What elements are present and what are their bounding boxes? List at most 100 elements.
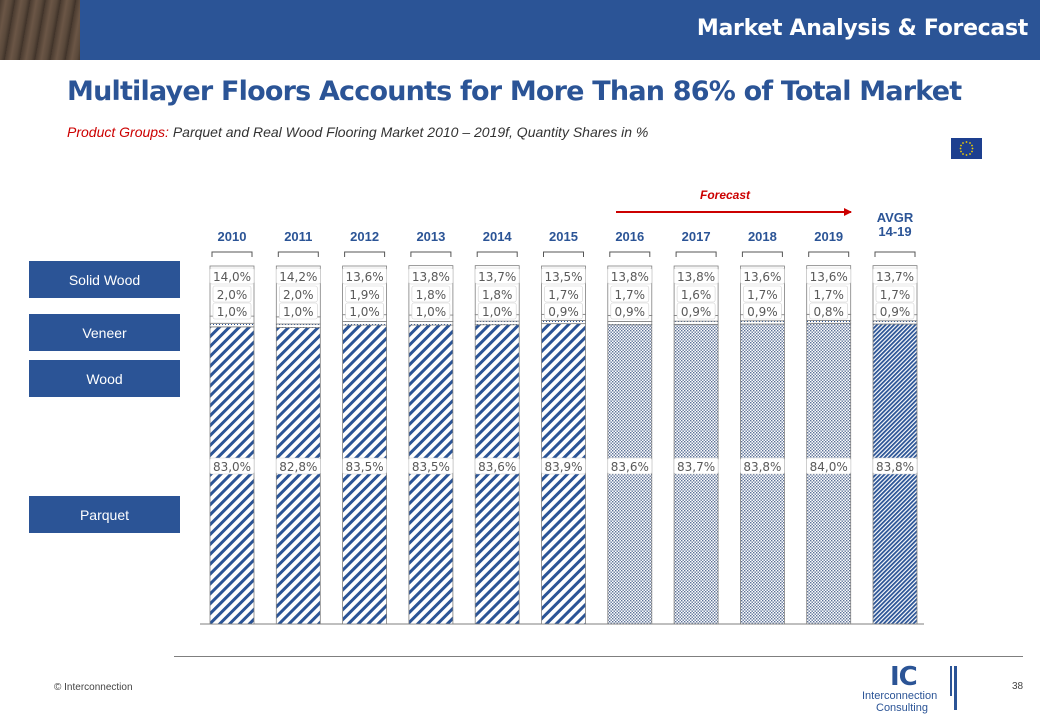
data-label-bg	[411, 285, 451, 303]
bar-segment-parquet	[408, 324, 454, 625]
data-label-wood: 0,9%	[880, 305, 911, 319]
data-label-bg	[275, 267, 321, 285]
data-label-wood: 0,9%	[747, 305, 778, 319]
data-label-bg	[474, 457, 520, 475]
data-label-parquet: 83,0%	[213, 460, 251, 474]
data-label-parquet: 83,5%	[412, 460, 450, 474]
data-label-solid-wood: 13,7%	[876, 270, 914, 284]
data-label-solid-wood: 13,6%	[810, 270, 848, 284]
bar-segment-parquet	[342, 324, 388, 625]
data-label-veneer: 1,8%	[416, 288, 447, 302]
bar-segment-parquet	[209, 326, 255, 625]
data-label-wood: 1,0%	[283, 305, 314, 319]
data-label-bg	[544, 302, 583, 320]
wood-texture-corner	[0, 0, 80, 60]
x-tick-label: 2012	[350, 229, 379, 244]
bar-segment-wood	[806, 320, 852, 324]
bar-bracket	[543, 251, 584, 257]
x-tick-label: 2011	[284, 229, 312, 244]
data-label-bg	[610, 302, 650, 320]
data-label-solid-wood: 14,2%	[279, 270, 317, 284]
data-label-veneer: 2,0%	[217, 288, 248, 302]
x-tick-label: 2010	[218, 229, 247, 244]
bar-segment-parquet	[275, 327, 321, 625]
data-label-bg	[607, 457, 653, 475]
data-label-parquet: 83,6%	[478, 460, 516, 474]
x-tick-label: 2016	[615, 229, 644, 244]
data-label-solid-wood: 13,7%	[478, 270, 516, 284]
page-number: 38	[1012, 681, 1024, 692]
data-label-solid-wood: 13,6%	[743, 270, 781, 284]
data-label-veneer: 1,7%	[615, 288, 646, 302]
bar-bracket	[675, 251, 717, 257]
bar-segment-wood	[607, 321, 653, 326]
bar-segment-wood	[740, 320, 785, 325]
page-title: Multilayer Floors Accounts for More Than…	[67, 76, 962, 107]
data-label-wood: 1,0%	[482, 305, 513, 319]
x-tick-label: 2019	[814, 229, 843, 244]
data-label-bg	[342, 267, 387, 285]
legend-wood: Wood	[29, 360, 180, 397]
bar-segment-wood	[541, 320, 586, 325]
data-label-bg	[806, 267, 852, 285]
footer-divider	[174, 656, 1023, 657]
data-label-bg	[278, 302, 318, 320]
data-label-veneer: 1,9%	[349, 288, 380, 302]
data-label-bg	[275, 457, 321, 475]
data-label-solid-wood: 14,0%	[213, 270, 251, 284]
bar-segment-wood	[275, 323, 321, 328]
header-bar: Market Analysis & Forecast	[80, 0, 1040, 60]
data-label-parquet: 84,0%	[810, 460, 848, 474]
bar-segment-wood	[673, 320, 719, 325]
bar-bracket	[476, 251, 518, 257]
x-tick-label: 2014	[483, 229, 513, 244]
logo-line-1: Interconnection	[862, 690, 938, 702]
data-label-bg	[875, 285, 915, 303]
data-label-bg	[209, 267, 255, 285]
data-label-bg	[212, 285, 252, 303]
data-label-wood: 0,9%	[615, 305, 646, 319]
data-label-bg	[411, 302, 451, 320]
data-label-bg	[809, 302, 849, 320]
data-label-bg	[342, 457, 387, 475]
data-label-bg	[740, 267, 785, 285]
data-label-veneer: 1,7%	[880, 288, 911, 302]
bar-segment-wood	[872, 320, 918, 325]
data-label-wood: 1,0%	[217, 305, 248, 319]
subtitle-lead: Product Groups:	[67, 124, 169, 140]
data-label-parquet: 83,7%	[677, 460, 715, 474]
logo-line-2: Consulting	[876, 702, 928, 714]
data-label-bg	[806, 457, 852, 475]
data-label-solid-wood: 13,8%	[611, 270, 649, 284]
data-label-bg	[278, 285, 318, 303]
data-label-bg	[209, 457, 255, 475]
data-label-bg	[607, 267, 653, 285]
data-label-bg	[676, 285, 716, 303]
data-label-bg	[875, 302, 915, 320]
data-label-bg	[345, 302, 384, 320]
x-tick-label: 2017	[682, 229, 711, 244]
data-label-bg	[408, 457, 454, 475]
data-label-bg	[212, 302, 252, 320]
bar-segment-parquet	[474, 324, 520, 625]
eu-flag-icon	[951, 138, 982, 159]
data-label-parquet: 83,9%	[544, 460, 582, 474]
x-tick-label: 14-19	[878, 224, 911, 239]
x-tick-label: 2018	[748, 229, 777, 244]
data-label-wood: 1,0%	[416, 305, 447, 319]
data-label-bg	[477, 302, 517, 320]
bar-bracket	[277, 251, 319, 257]
x-tick-label: AVGR	[877, 210, 914, 225]
copyright: © Interconnection	[54, 682, 133, 693]
data-label-bg	[872, 267, 918, 285]
data-label-wood: 1,0%	[349, 305, 380, 319]
data-label-parquet: 83,8%	[743, 460, 781, 474]
data-label-bg	[408, 267, 454, 285]
bar-segment-wood	[408, 321, 454, 326]
data-label-veneer: 2,0%	[283, 288, 314, 302]
x-tick-label: 2013	[416, 229, 445, 244]
bar-bracket	[808, 251, 850, 257]
data-label-bg	[743, 302, 782, 320]
subtitle-rest: Parquet and Real Wood Flooring Market 20…	[168, 124, 649, 140]
